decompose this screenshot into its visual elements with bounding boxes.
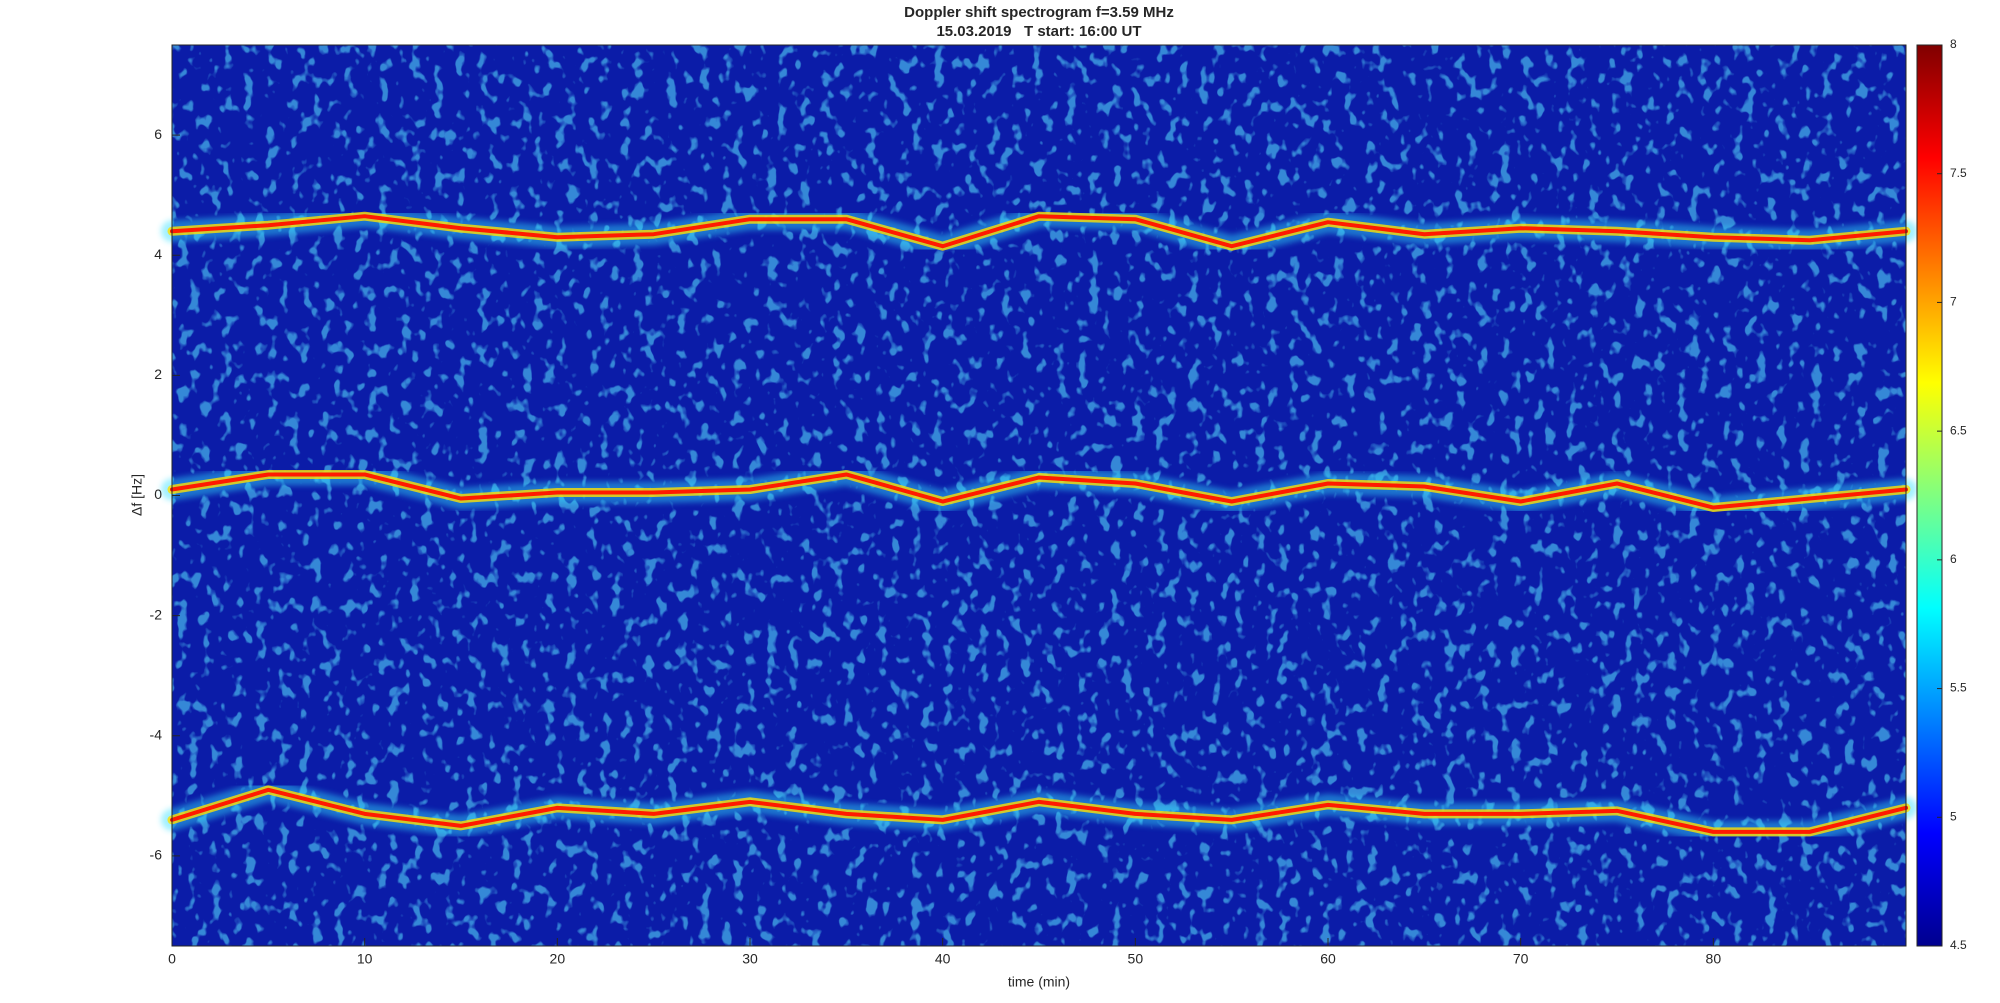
- chart-subtitle: 15.03.2019 T start: 16:00 UT: [936, 23, 1141, 40]
- y-tick-label: 2: [154, 366, 162, 382]
- y-tick-label: 4: [154, 246, 162, 262]
- x-tick-label: 30: [742, 951, 758, 967]
- y-tick-label: 0: [154, 486, 162, 502]
- y-tick-label: -4: [150, 726, 163, 742]
- trace-line: [170, 472, 1908, 510]
- y-tick-label: 6: [154, 126, 162, 142]
- colorbar-tick-label: 8: [1950, 37, 1957, 51]
- trace-line: [170, 214, 1908, 249]
- colorbar-tick-label: 6.5: [1950, 423, 1967, 437]
- x-tick-label: 40: [935, 951, 951, 967]
- x-tick-label: 20: [550, 951, 566, 967]
- x-axis-label: time (min): [1008, 974, 1070, 990]
- x-tick-label: 80: [1706, 951, 1722, 967]
- y-tick-label: -2: [150, 606, 163, 622]
- x-tick-label: 70: [1513, 951, 1529, 967]
- x-tick-label: 0: [168, 951, 176, 967]
- colorbar-tick-label: 7: [1950, 295, 1957, 309]
- trace-line: [170, 787, 1908, 834]
- x-tick-label: 10: [357, 951, 373, 967]
- x-tick-label: 50: [1128, 951, 1144, 967]
- colorbar-tick-label: 5.5: [1950, 681, 1967, 695]
- colorbar-tick-label: 4.5: [1950, 938, 1967, 952]
- y-axis-label: Δf [Hz]: [129, 474, 145, 516]
- colorbar-tick-label: 7.5: [1950, 166, 1967, 180]
- colorbar-tick-label: 5: [1950, 809, 1957, 823]
- x-tick-label: 60: [1320, 951, 1336, 967]
- y-tick-label: -6: [150, 847, 163, 863]
- chart-title: Doppler shift spectrogram f=3.59 MHz: [904, 4, 1174, 21]
- colorbar-tick-label: 6: [1950, 552, 1957, 566]
- colorbar: [1916, 44, 1943, 947]
